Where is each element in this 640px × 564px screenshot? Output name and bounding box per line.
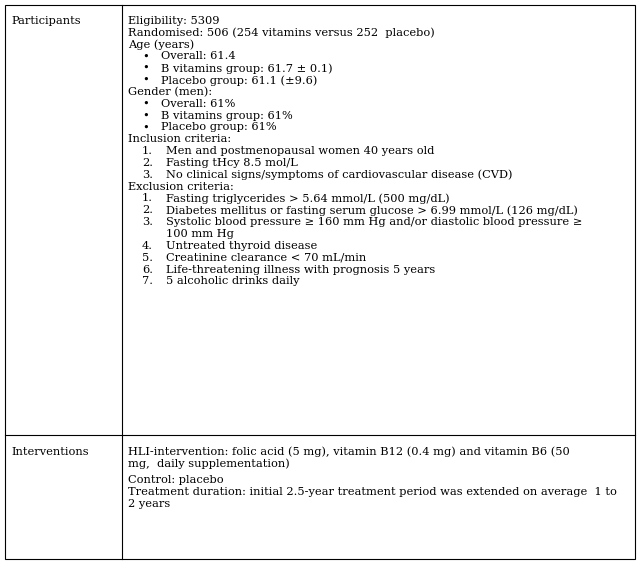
Text: 2.: 2. (142, 205, 153, 215)
Text: Overall: 61.4: Overall: 61.4 (161, 51, 236, 61)
Text: Participants: Participants (12, 16, 81, 26)
Text: Untreated thyroid disease: Untreated thyroid disease (166, 241, 317, 251)
Text: B vitamins group: 61%: B vitamins group: 61% (161, 111, 293, 121)
Text: 6.: 6. (142, 265, 153, 275)
Text: 5.: 5. (142, 253, 153, 263)
Text: 1.: 1. (142, 193, 153, 204)
Text: 5 alcoholic drinks daily: 5 alcoholic drinks daily (166, 276, 300, 287)
Text: Age (years): Age (years) (128, 39, 195, 50)
Text: •: • (142, 75, 149, 85)
Text: 100 mm Hg: 100 mm Hg (166, 229, 234, 239)
Text: Gender (men):: Gender (men): (128, 87, 212, 97)
Text: Men and postmenopausal women 40 years old: Men and postmenopausal women 40 years ol… (166, 146, 435, 156)
Text: 2 years: 2 years (128, 499, 170, 509)
Text: Systolic blood pressure ≥ 160 mm Hg and/or diastolic blood pressure ≥: Systolic blood pressure ≥ 160 mm Hg and/… (166, 217, 582, 227)
Text: Randomised: 506 (254 vitamins versus 252  placebo): Randomised: 506 (254 vitamins versus 252… (128, 28, 435, 38)
Text: Eligibility: 5309: Eligibility: 5309 (128, 16, 220, 26)
Text: Control: placebo: Control: placebo (128, 475, 223, 486)
Text: Creatinine clearance < 70 mL/min: Creatinine clearance < 70 mL/min (166, 253, 367, 263)
Text: •: • (142, 111, 149, 121)
Text: B vitamins group: 61.7 ± 0.1): B vitamins group: 61.7 ± 0.1) (161, 63, 333, 74)
Text: Placebo group: 61.1 (±9.6): Placebo group: 61.1 (±9.6) (161, 75, 317, 86)
Text: 1.: 1. (142, 146, 153, 156)
Text: Fasting triglycerides > 5.64 mmol/L (500 mg/dL): Fasting triglycerides > 5.64 mmol/L (500… (166, 193, 450, 204)
Text: 2.: 2. (142, 158, 153, 168)
Text: Fasting tHcy 8.5 mol/L: Fasting tHcy 8.5 mol/L (166, 158, 298, 168)
Text: Diabetes mellitus or fasting serum glucose > 6.99 mmol/L (126 mg/dL): Diabetes mellitus or fasting serum gluco… (166, 205, 579, 216)
Text: Exclusion criteria:: Exclusion criteria: (128, 182, 234, 192)
Text: 7.: 7. (142, 276, 153, 287)
Text: •: • (142, 63, 149, 73)
Text: 3.: 3. (142, 217, 153, 227)
Text: Interventions: Interventions (12, 447, 89, 457)
Text: Inclusion criteria:: Inclusion criteria: (128, 134, 231, 144)
Text: HLI-intervention: folic acid (5 mg), vitamin B12 (0.4 mg) and vitamin B6 (50: HLI-intervention: folic acid (5 mg), vit… (128, 447, 570, 457)
Text: mg,  daily supplementation): mg, daily supplementation) (128, 459, 290, 469)
Text: 3.: 3. (142, 170, 153, 180)
Text: Placebo group: 61%: Placebo group: 61% (161, 122, 277, 133)
Text: Life-threatening illness with prognosis 5 years: Life-threatening illness with prognosis … (166, 265, 436, 275)
Text: No clinical signs/symptoms of cardiovascular disease (CVD): No clinical signs/symptoms of cardiovasc… (166, 170, 513, 180)
Text: •: • (142, 99, 149, 109)
Text: Overall: 61%: Overall: 61% (161, 99, 236, 109)
Text: Treatment duration: initial 2.5-year treatment period was extended on average  1: Treatment duration: initial 2.5-year tre… (128, 487, 617, 497)
Text: •: • (142, 122, 149, 133)
Text: 4.: 4. (142, 241, 153, 251)
Text: •: • (142, 51, 149, 61)
